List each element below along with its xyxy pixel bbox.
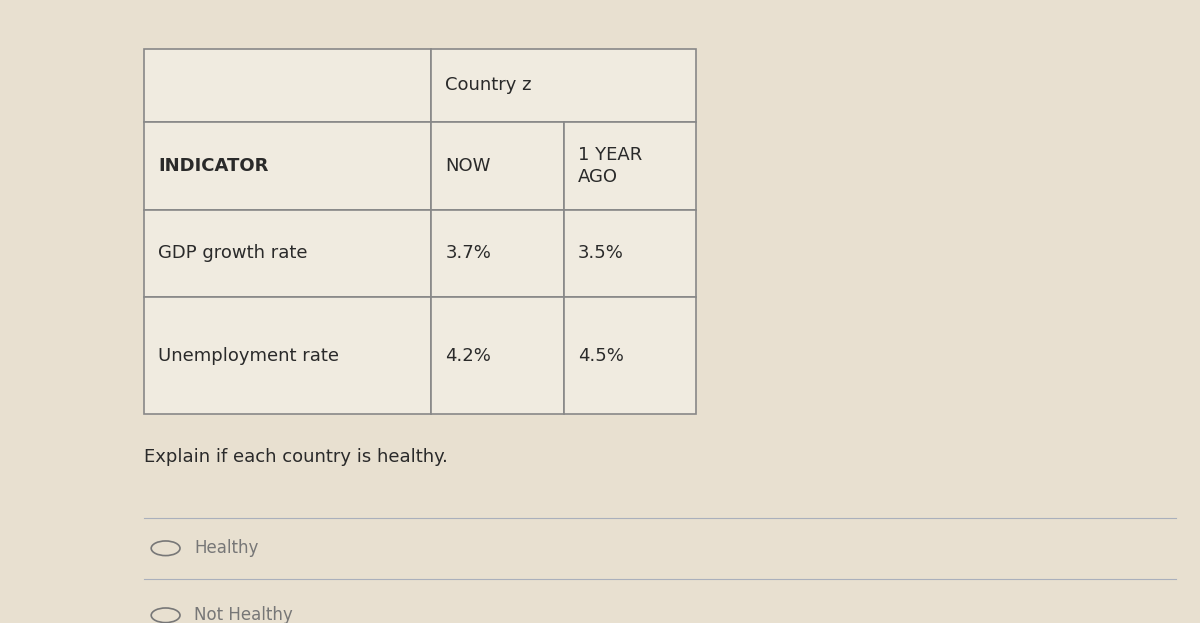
Text: 1 YEAR
AGO: 1 YEAR AGO [578,146,642,186]
Bar [564,297,696,414]
Text: Not Healthy: Not Healthy [194,606,293,623]
Bar [431,209,564,297]
Text: INDICATOR: INDICATOR [158,157,269,174]
Text: Healthy: Healthy [194,540,259,558]
Text: NOW: NOW [445,157,491,174]
Text: 3.5%: 3.5% [578,244,624,262]
Bar [564,209,696,297]
Text: 3.7%: 3.7% [445,244,491,262]
Text: Unemployment rate: Unemployment rate [158,347,340,365]
Text: 4.2%: 4.2% [445,347,491,365]
Bar [144,122,431,209]
Bar [144,297,431,414]
Bar [564,122,696,209]
Bar [431,122,564,209]
Text: Explain if each country is healthy.: Explain if each country is healthy. [144,448,448,466]
Bar [144,209,431,297]
Bar [431,49,696,122]
Text: Country z: Country z [445,76,532,94]
Bar [144,49,431,122]
Bar [431,297,564,414]
Text: 4.5%: 4.5% [578,347,624,365]
Text: GDP growth rate: GDP growth rate [158,244,308,262]
